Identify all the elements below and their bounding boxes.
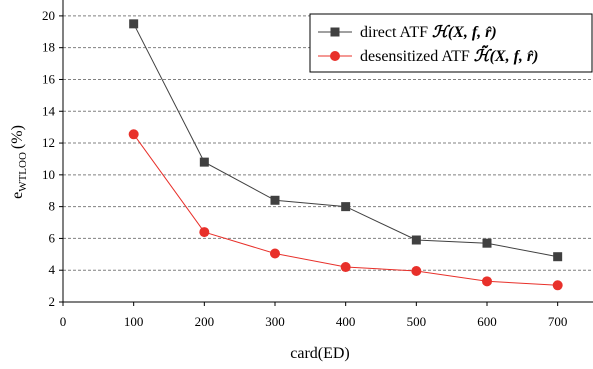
y-tick-labels: 2 4 6 8 10 12 14 16 18 20 xyxy=(42,8,56,309)
series-1 xyxy=(129,19,563,262)
legend-label-prefix: desensitized ATF xyxy=(360,48,474,65)
data-point xyxy=(270,248,280,259)
y-tick-label: 20 xyxy=(42,8,55,23)
legend-marker xyxy=(330,51,340,61)
data-series xyxy=(128,19,563,291)
data-point xyxy=(270,195,280,205)
legend-entry-2: desensitized ATF ℋ̃(X, f, r̂) xyxy=(318,45,538,65)
x-tick-label: 400 xyxy=(336,314,356,329)
data-point xyxy=(482,276,492,287)
x-tick-label: 500 xyxy=(407,314,427,329)
y-tick-label: 14 xyxy=(42,103,56,118)
x-tick-label: 600 xyxy=(477,314,497,329)
legend: direct ATF ℋ(X, f, r̂) desensitized ATF ℋ… xyxy=(309,13,593,73)
legend-label: desensitized ATF ℋ̃(X, f, r̂) xyxy=(360,45,538,65)
axes xyxy=(59,0,593,306)
series-2 xyxy=(128,129,563,291)
legend-entry-1: direct ATF ℋ(X, f, r̂) xyxy=(318,24,497,41)
y-tick-label: 18 xyxy=(42,40,55,55)
data-point xyxy=(552,280,563,291)
x-tick-labels: 0 100 200 300 400 500 600 700 xyxy=(60,314,568,329)
legend-marker xyxy=(330,27,340,37)
y-tick-label: 4 xyxy=(49,262,56,277)
legend-box xyxy=(309,13,593,73)
y-axis-title-main: e xyxy=(9,192,26,199)
y-axis-title-unit: (%) xyxy=(9,125,26,149)
data-point xyxy=(553,252,563,262)
data-point xyxy=(128,129,139,140)
legend-label: direct ATF ℋ(X, f, r̂) xyxy=(360,24,497,41)
y-tick-label: 2 xyxy=(49,294,56,309)
y-tick-label: 16 xyxy=(42,71,56,86)
x-tick-label: 100 xyxy=(124,314,144,329)
x-tick-label: 300 xyxy=(265,314,285,329)
x-tick-label: 200 xyxy=(195,314,215,329)
data-point xyxy=(411,235,421,245)
data-point xyxy=(129,19,139,29)
legend-label-prefix: direct ATF xyxy=(360,24,432,41)
data-point xyxy=(199,227,210,238)
y-axis-title-sub: WTLOO xyxy=(17,152,29,192)
x-tick-label: 0 xyxy=(60,314,67,329)
y-axis-title: eWTLOO (%) xyxy=(9,125,29,199)
y-tick-label: 6 xyxy=(49,230,56,245)
y-tick-label: 10 xyxy=(42,167,55,182)
data-point xyxy=(340,262,351,273)
y-tick-label: 12 xyxy=(42,135,55,150)
data-point xyxy=(482,238,492,248)
data-point xyxy=(341,202,351,212)
legend-label-math: ℋ(X, f, r̂) xyxy=(432,24,497,41)
data-point xyxy=(199,157,209,167)
data-point xyxy=(411,266,422,277)
legend-label-math: ℋ̃(X, f, r̂) xyxy=(474,45,539,65)
x-tick-label: 700 xyxy=(548,314,568,329)
x-axis-title: card(ED) xyxy=(290,345,350,362)
y-tick-label: 8 xyxy=(49,199,56,214)
